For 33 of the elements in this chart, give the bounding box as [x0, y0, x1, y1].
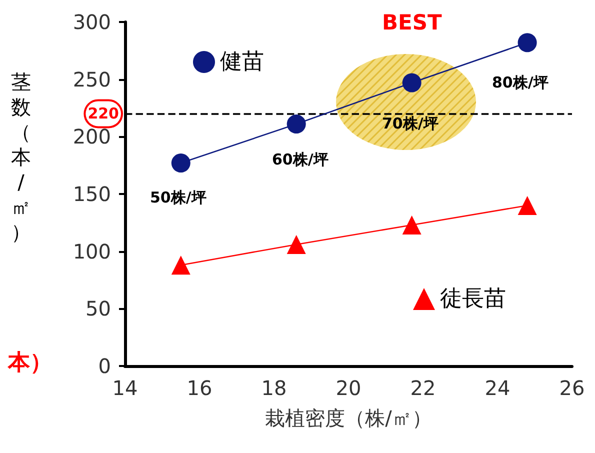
point — [402, 215, 422, 234]
point — [171, 256, 190, 275]
y-tick-label: 300 — [72, 10, 111, 34]
annotation: 60株/坪 — [272, 150, 328, 168]
legend-label: 健苗 — [220, 50, 264, 74]
x-axis-title: 栽植密度（株/㎡） — [265, 406, 432, 430]
y-tick-label: 150 — [72, 182, 111, 206]
point — [171, 154, 190, 173]
y-tick-label: 250 — [72, 67, 111, 92]
y-tick-label: 0 — [98, 354, 111, 378]
x-tick-label: 14 — [112, 376, 138, 400]
point — [402, 73, 422, 92]
annotation: 70株/坪 — [382, 114, 438, 132]
x-tick-label: 26 — [559, 376, 585, 400]
y-tick-label: 50 — [86, 296, 111, 321]
point — [518, 196, 537, 215]
annotation: 80株/坪 — [492, 74, 548, 92]
ref-line-label: 220 — [88, 104, 119, 123]
x-tick-label: 22 — [410, 376, 436, 400]
legend-label: 徒長苗 — [440, 286, 506, 312]
annotation: 50株/坪 — [150, 188, 206, 206]
x-tick-label: 18 — [261, 376, 287, 400]
point — [286, 234, 306, 254]
point — [518, 33, 537, 52]
x-tick-label: 16 — [186, 376, 212, 400]
y-tick-label: 200 — [72, 124, 111, 149]
annotation: BEST — [382, 10, 442, 34]
y-tick-label: 100 — [72, 239, 111, 264]
point — [286, 114, 306, 134]
x-tick-label: 24 — [484, 376, 510, 400]
y-axis-title: 茎数（本/㎡） — [10, 70, 32, 245]
x-tick-label: 20 — [336, 376, 362, 400]
text: 本） — [7, 350, 52, 376]
